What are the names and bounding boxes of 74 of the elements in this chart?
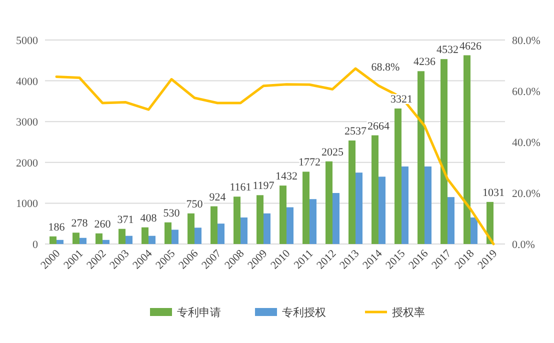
y-tick-label: 5000	[16, 35, 38, 47]
data-label: 4236	[414, 56, 436, 68]
bar	[394, 108, 402, 244]
data-label: 408	[140, 212, 158, 224]
bar	[372, 135, 378, 244]
y2-tick-label: 40.0%	[512, 137, 540, 149]
bar	[286, 207, 294, 244]
bar	[96, 233, 102, 244]
data-label: 1772	[298, 156, 320, 169]
bar	[210, 206, 218, 244]
legend-label: 专利授权	[282, 306, 326, 319]
y-tick-label: 4000	[16, 76, 38, 88]
data-label: 924	[209, 191, 226, 204]
data-label: 530	[163, 207, 180, 220]
bar	[240, 217, 248, 244]
bar	[256, 195, 264, 244]
data-label: 750	[186, 198, 204, 210]
bar	[142, 227, 148, 244]
data-label: 1432	[276, 170, 298, 183]
bar	[234, 196, 240, 244]
legend-label: 专利申请	[177, 306, 221, 319]
bar	[102, 240, 110, 244]
bar	[188, 213, 194, 244]
data-label: 1161	[230, 182, 252, 194]
data-label: 2664	[368, 120, 390, 132]
y2-tick-label: 0.0%	[512, 239, 535, 251]
y2-tick-label: 80.0%	[512, 35, 540, 47]
data-label: 1031	[482, 186, 504, 199]
data-label: 4532	[436, 44, 458, 56]
data-label: 1197	[252, 180, 275, 192]
bar	[56, 240, 64, 244]
bar	[440, 59, 448, 244]
bar	[310, 199, 316, 244]
bar	[264, 213, 270, 244]
bar	[126, 236, 132, 244]
data-label: 260	[94, 218, 112, 230]
bar	[326, 161, 332, 244]
data-label: 186	[48, 221, 66, 234]
bar	[418, 71, 424, 244]
bar	[356, 172, 362, 244]
bar	[424, 166, 432, 244]
data-label: 2537	[344, 125, 367, 138]
data-label: 371	[117, 214, 134, 226]
legend-label: 授权率	[392, 306, 425, 319]
bar	[50, 236, 56, 244]
x-tick-label: 2001	[62, 248, 86, 272]
data-label: 68.8%	[371, 62, 400, 74]
bar	[302, 172, 310, 244]
bar	[148, 236, 156, 244]
bar	[118, 228, 126, 244]
bar	[348, 140, 356, 244]
bar	[218, 224, 224, 244]
y2-tick-label: 20.0%	[512, 188, 540, 200]
y-tick-label: 0	[32, 239, 38, 251]
bar	[402, 166, 408, 244]
y-tick-label: 2000	[16, 157, 38, 170]
bar	[332, 193, 340, 244]
bar	[194, 228, 202, 244]
bar	[280, 186, 286, 244]
bar	[464, 55, 470, 244]
y-tick-label: 1000	[16, 198, 38, 210]
bar	[470, 217, 478, 244]
data-label: 278	[71, 218, 88, 230]
bar	[172, 230, 178, 244]
bar	[448, 197, 454, 244]
y2-tick-label: 60.0%	[512, 86, 540, 98]
y-tick-label: 3000	[16, 116, 38, 129]
x-tick-label: 2011	[292, 248, 316, 272]
bar	[164, 222, 172, 244]
bar	[378, 176, 386, 244]
bar	[72, 232, 80, 244]
data-label: 2025	[322, 146, 344, 158]
data-label: 4626	[460, 40, 482, 52]
bar	[80, 238, 86, 244]
